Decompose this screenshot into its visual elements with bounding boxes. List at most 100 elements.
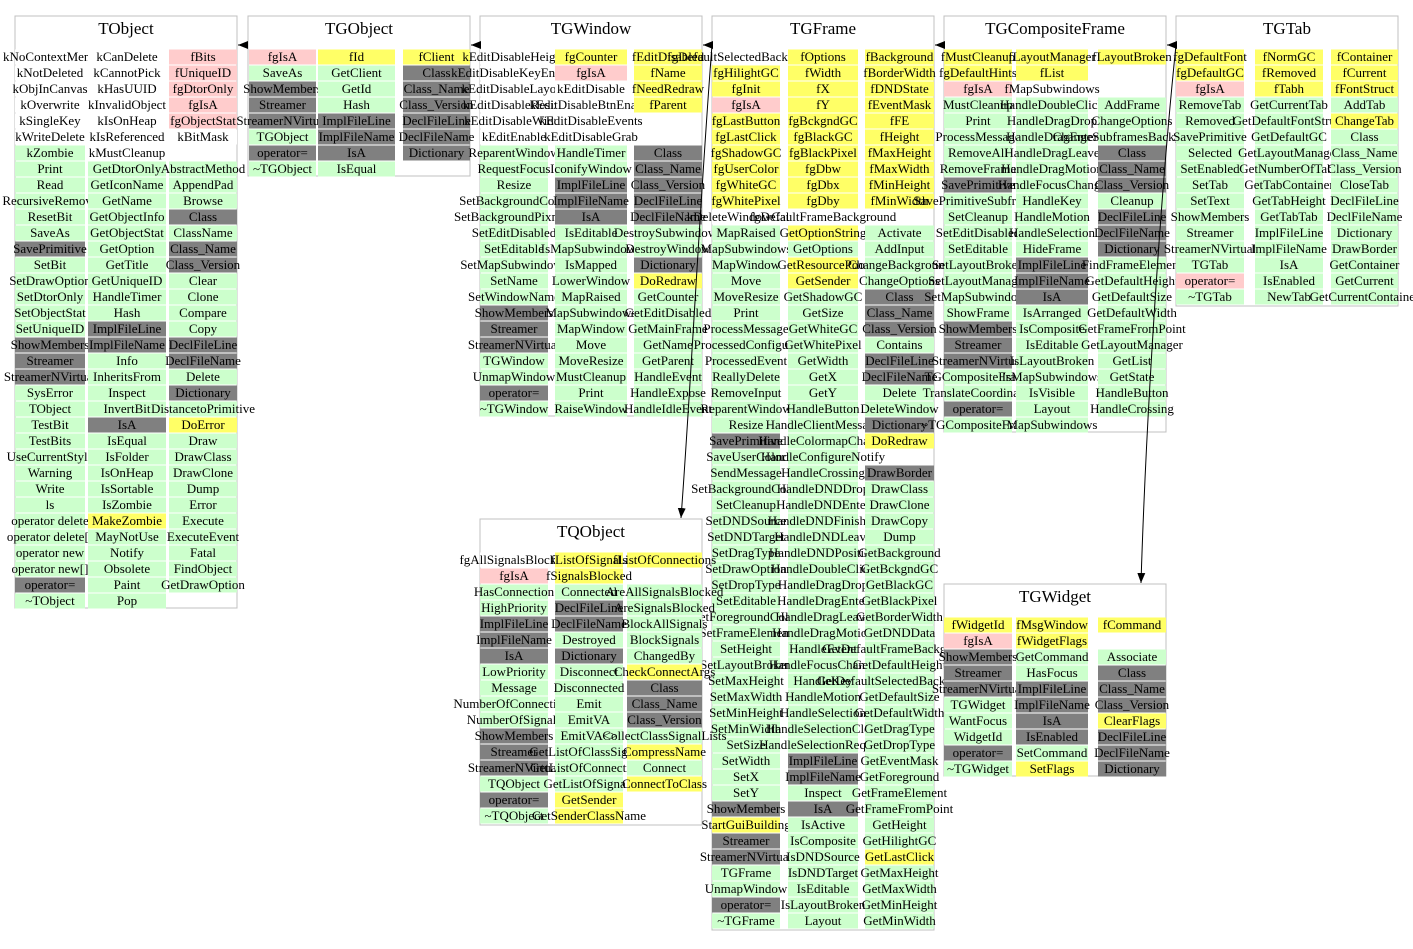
member-name: Fatal	[190, 545, 216, 560]
member-cell	[788, 257, 858, 273]
member-cell	[865, 97, 934, 113]
member-cell	[865, 305, 934, 321]
member-name: fgDtorOnly	[173, 81, 234, 96]
member-name: Class	[1118, 145, 1146, 160]
member-cell	[480, 273, 548, 289]
member-name: Browse	[183, 193, 223, 208]
member-cell	[249, 113, 316, 129]
member-cell	[480, 81, 548, 97]
member-name: GetMainFrame	[628, 321, 708, 336]
member-cell	[15, 113, 85, 129]
member-cell	[788, 913, 858, 929]
member-name: ~TQObject	[484, 808, 543, 823]
member-name: SetDNDSource	[706, 513, 787, 528]
member-cell	[1331, 129, 1398, 145]
member-cell	[555, 369, 627, 385]
member-cell	[944, 697, 1012, 713]
member-name: fMaxWidth	[869, 161, 930, 176]
member-name: DeclFileName	[862, 369, 938, 384]
member-cell	[865, 465, 934, 481]
member-cell	[634, 289, 702, 305]
member-cell	[555, 177, 627, 193]
member-cell	[865, 129, 934, 145]
member-name: fMustCleanup	[941, 49, 1015, 64]
member-name: DeclFileName	[399, 129, 475, 144]
member-cell	[169, 561, 237, 577]
member-cell	[865, 657, 934, 673]
member-cell	[480, 792, 548, 808]
member-name: fgBlackGC	[793, 129, 852, 144]
member-name: Dump	[883, 529, 916, 544]
member-cell	[865, 561, 934, 577]
member-cell	[865, 433, 934, 449]
member-name: Streamer	[491, 321, 539, 336]
member-name: fNormGC	[1263, 49, 1316, 64]
member-name: TGWidget	[950, 697, 1005, 712]
class-title: TGCompositeFrame	[985, 19, 1125, 38]
member-name: fEventMask	[868, 97, 932, 112]
member-cell	[944, 617, 1012, 633]
member-cell	[788, 385, 858, 401]
member-cell	[88, 289, 166, 305]
member-cell	[15, 545, 85, 561]
member-cell	[712, 353, 780, 369]
member-cell	[788, 865, 858, 881]
member-cell	[865, 625, 934, 641]
class-box: TGFrame fgDefaultSelectedBackgroundfgHili…	[667, 15, 983, 931]
member-cell	[403, 145, 470, 161]
member-cell	[712, 817, 780, 833]
member-cell	[944, 761, 1012, 777]
member-cell	[318, 49, 395, 65]
member-name: IsMapSubwindows	[1002, 369, 1102, 384]
member-cell	[1098, 257, 1166, 273]
member-name: HandleSelection	[1009, 225, 1095, 240]
member-cell	[1176, 289, 1244, 305]
member-cell	[865, 145, 934, 161]
member-cell	[788, 817, 858, 833]
member-cell	[1016, 633, 1088, 649]
member-name: fgObjectStat	[170, 113, 236, 128]
member-name: BlockAllSignals	[622, 616, 708, 631]
member-name: fUniqueID	[175, 65, 231, 80]
member-cell	[480, 145, 548, 161]
member-name: kEditDisableKeyEnable	[451, 65, 577, 80]
member-cell	[403, 97, 470, 113]
member-cell	[865, 897, 934, 913]
member-name: CollectClassSignalLists	[602, 728, 726, 743]
member-cell	[88, 369, 166, 385]
inheritance-arrow	[677, 44, 713, 519]
member-name: GetOptionString	[780, 225, 867, 240]
member-cell	[88, 577, 166, 593]
member-cell	[712, 593, 780, 609]
member-name: Layout	[805, 913, 842, 928]
member-cell	[1331, 257, 1398, 273]
member-name: GetBorderWidth	[856, 609, 943, 624]
member-name: HandleButton	[787, 401, 860, 416]
member-cell	[865, 241, 934, 257]
member-name: TestBit	[31, 417, 69, 432]
member-cell	[865, 481, 934, 497]
member-name: ChangeTab	[1335, 113, 1394, 128]
member-name: HandleDragDrop	[1007, 113, 1097, 128]
member-name: TranslateCoordinates	[923, 385, 1034, 400]
member-cell	[88, 145, 166, 161]
class-box: TObjectkNoContextMenukNotDeletedkObjInCa…	[2, 15, 255, 609]
member-cell	[788, 689, 858, 705]
member-cell	[169, 385, 237, 401]
member-cell	[1098, 145, 1166, 161]
member-cell	[555, 401, 627, 417]
member-cell	[865, 593, 934, 609]
member-cell	[480, 289, 548, 305]
member-cell	[169, 545, 237, 561]
member-cell	[865, 577, 934, 593]
member-cell	[480, 808, 548, 824]
member-cell	[788, 353, 858, 369]
member-name: HandleSelection	[780, 705, 866, 720]
member-cell	[865, 721, 934, 737]
member-name: SetLayoutManager	[928, 273, 1028, 288]
member-cell	[403, 49, 470, 65]
member-cell	[712, 545, 780, 561]
member-cell	[1016, 49, 1088, 65]
member-cell	[1016, 761, 1088, 777]
member-name: IsEnabled	[1263, 273, 1315, 288]
